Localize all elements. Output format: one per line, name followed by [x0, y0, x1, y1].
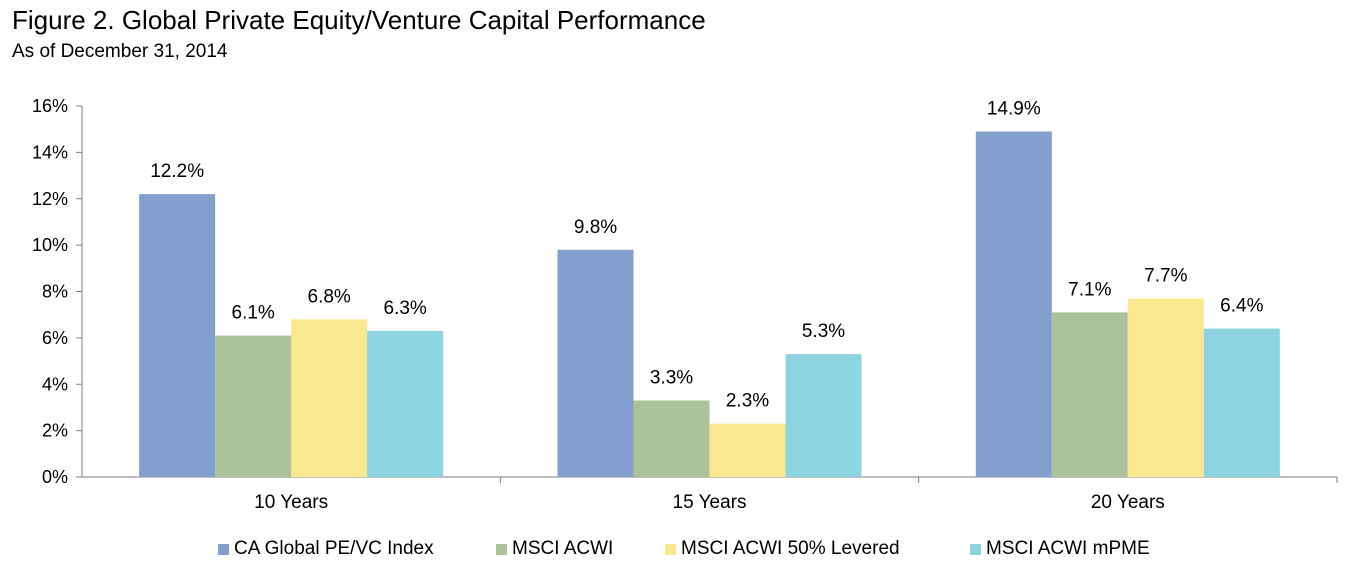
legend-swatch — [665, 543, 676, 555]
data-label: 12.2% — [150, 161, 204, 182]
bar — [557, 249, 634, 477]
data-label: 6.8% — [308, 286, 351, 307]
y-tick-label: 16% — [32, 96, 68, 116]
bar — [633, 400, 710, 477]
legend-item-msci-acwi: MSCI ACWI — [496, 538, 613, 560]
data-label: 3.3% — [650, 367, 693, 388]
legend-item-msci-acwi-mpme: MSCI ACWI mPME — [970, 538, 1150, 560]
y-tick-label: 6% — [42, 328, 68, 348]
data-label: 6.4% — [1220, 296, 1263, 317]
y-tick-label: 10% — [32, 235, 68, 255]
data-label: 6.1% — [232, 303, 275, 324]
legend-label: MSCI ACWI mPME — [986, 538, 1150, 559]
data-label: 9.8% — [574, 217, 617, 238]
legend-swatch — [496, 543, 507, 555]
x-tick-label: 15 Years — [673, 492, 747, 513]
legend-label: CA Global PE/VC Index — [234, 538, 434, 559]
bar — [1051, 312, 1128, 477]
y-tick-label: 0% — [42, 467, 68, 487]
y-tick-label: 12% — [32, 189, 68, 209]
legend-label: MSCI ACWI 50% Levered — [681, 538, 900, 559]
data-label: 14.9% — [987, 99, 1041, 120]
data-label: 7.1% — [1068, 279, 1111, 300]
bar — [215, 335, 292, 477]
y-tick-label: 2% — [42, 421, 68, 441]
legend-swatch — [970, 543, 981, 555]
chart-legend: CA Global PE/VC Index MSCI ACWI MSCI ACW… — [0, 538, 1362, 566]
data-label: 7.7% — [1144, 265, 1187, 286]
data-label: 2.3% — [726, 391, 769, 412]
data-label: 5.3% — [802, 321, 845, 342]
chart-subtitle: As of December 31, 2014 — [12, 41, 228, 62]
data-label: 6.3% — [384, 298, 427, 319]
bar — [367, 330, 444, 477]
bar — [1203, 328, 1280, 477]
bar — [139, 194, 216, 478]
bar — [785, 354, 862, 477]
legend-swatch — [218, 543, 229, 555]
y-tick-label: 4% — [42, 374, 68, 394]
chart-title: Figure 2. Global Private Equity/Venture … — [12, 5, 706, 35]
y-tick-label: 8% — [42, 282, 68, 302]
y-tick-label: 14% — [32, 142, 68, 162]
legend-item-ca-global-pe-vc-index: CA Global PE/VC Index — [218, 538, 434, 560]
bar — [291, 319, 368, 477]
bar — [709, 423, 786, 477]
legend-item-msci-acwi-50-levered: MSCI ACWI 50% Levered — [665, 538, 900, 560]
x-tick-label: 20 Years — [1091, 492, 1165, 513]
bar — [1127, 298, 1204, 477]
legend-label: MSCI ACWI — [512, 538, 614, 559]
bar — [975, 131, 1052, 477]
x-tick-label: 10 Years — [254, 492, 328, 513]
